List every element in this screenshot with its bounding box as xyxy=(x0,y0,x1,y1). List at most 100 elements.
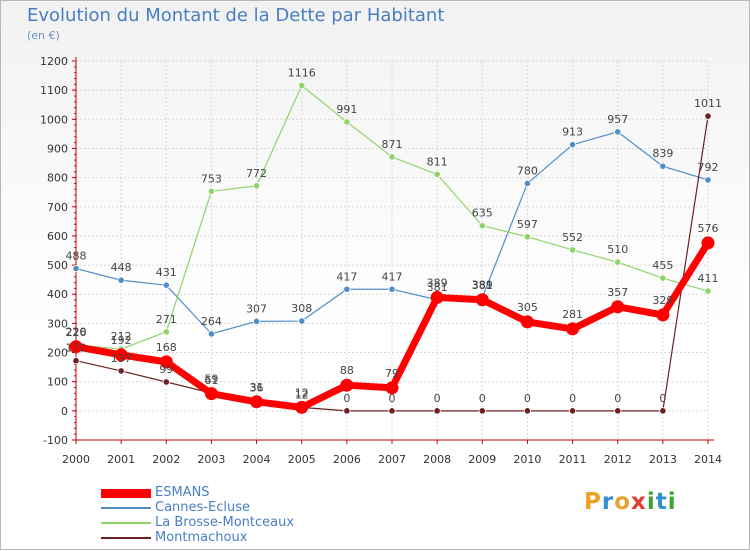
data-point xyxy=(611,300,625,314)
data-label: 172 xyxy=(66,342,87,355)
data-point xyxy=(388,153,396,161)
x-tick-label: 2011 xyxy=(559,453,587,466)
data-label: 0 xyxy=(479,392,486,405)
y-tick-label: -100 xyxy=(43,434,68,447)
data-point xyxy=(388,407,396,415)
data-label: 811 xyxy=(427,155,448,168)
legend-item: ESMANS xyxy=(101,485,361,500)
data-point xyxy=(523,233,532,241)
data-label: 357 xyxy=(607,286,628,299)
data-label: 792 xyxy=(698,161,719,174)
y-tick-label: 700 xyxy=(47,201,68,214)
data-point xyxy=(204,387,218,401)
x-tick-label: 2005 xyxy=(288,453,316,466)
data-point xyxy=(523,407,532,415)
data-label: 431 xyxy=(156,266,177,279)
data-point xyxy=(69,340,83,354)
data-label: 417 xyxy=(336,270,357,283)
data-point xyxy=(704,287,712,295)
x-tick-label: 2009 xyxy=(468,453,496,466)
x-tick-label: 2014 xyxy=(694,453,722,466)
data-point xyxy=(433,170,441,179)
legend: ESMANS Cannes-Ecluse La Brosse-Montceaux Mo… xyxy=(101,485,361,545)
x-tick-label: 2008 xyxy=(423,453,451,466)
data-label: 0 xyxy=(659,392,666,405)
y-tick-label: 900 xyxy=(47,142,68,155)
data-label: 913 xyxy=(562,126,583,139)
data-label: 308 xyxy=(291,302,312,315)
data-label: 329 xyxy=(652,294,673,307)
logo-letter: x xyxy=(631,489,647,515)
data-label: 79 xyxy=(385,367,399,380)
x-tick-label: 2001 xyxy=(107,453,135,466)
data-label: 0 xyxy=(524,392,531,405)
data-point xyxy=(207,187,216,195)
legend-item: Cannes-Ecluse xyxy=(101,500,361,515)
data-label: 411 xyxy=(698,272,719,285)
data-point xyxy=(298,81,306,90)
data-label: 957 xyxy=(607,113,628,126)
data-label: 264 xyxy=(201,315,222,328)
data-label: 991 xyxy=(336,103,357,116)
data-label: 389 xyxy=(427,276,448,289)
x-tick-label: 2012 xyxy=(604,453,632,466)
data-label: 389 xyxy=(472,278,493,291)
data-point xyxy=(162,378,170,386)
data-point xyxy=(520,315,534,329)
data-point xyxy=(388,285,396,293)
data-point xyxy=(659,407,667,415)
logo-letter: P xyxy=(584,489,602,515)
data-point xyxy=(478,222,486,230)
data-label: 192 xyxy=(111,334,132,347)
x-tick-label: 2013 xyxy=(649,453,677,466)
data-label: 871 xyxy=(382,138,403,151)
legend-item: La Brosse-Montceaux xyxy=(101,515,361,530)
y-tick-label: 1200 xyxy=(40,55,68,68)
data-label: 168 xyxy=(156,341,177,354)
legend-item: Montmachoux xyxy=(101,530,361,545)
chart-unit: (en €) xyxy=(27,29,60,42)
data-label: 0 xyxy=(569,392,576,405)
data-point xyxy=(475,293,489,307)
data-point xyxy=(568,246,577,254)
data-label: 448 xyxy=(111,261,132,274)
data-label: 281 xyxy=(562,308,583,321)
data-point xyxy=(614,258,622,266)
data-point xyxy=(704,176,712,184)
data-point xyxy=(343,118,351,126)
data-label: 417 xyxy=(382,270,403,283)
legend-label: Montmachoux xyxy=(155,530,248,545)
x-tick-label: 2010 xyxy=(513,453,541,466)
data-label: 12 xyxy=(295,388,309,401)
data-point xyxy=(298,317,306,325)
data-label: 488 xyxy=(66,250,87,263)
data-point xyxy=(159,355,173,369)
y-tick-label: 500 xyxy=(47,259,68,272)
data-point xyxy=(114,348,128,362)
x-tick-label: 2000 xyxy=(62,453,90,466)
data-label: 307 xyxy=(246,302,267,315)
data-label: 753 xyxy=(201,172,222,185)
data-label: 99 xyxy=(159,363,173,376)
y-tick-label: 400 xyxy=(47,288,68,301)
proxiti-logo: Proxiti xyxy=(584,489,677,515)
y-tick-label: 200 xyxy=(47,347,68,360)
data-point xyxy=(340,378,354,392)
legend-swatch xyxy=(101,507,151,509)
y-tick-label: 1100 xyxy=(40,84,68,97)
logo-letter: t xyxy=(655,489,668,515)
data-point xyxy=(72,357,80,365)
data-point xyxy=(659,162,667,170)
data-label: 0 xyxy=(343,392,350,405)
data-label: 36 xyxy=(250,381,264,394)
data-label: 597 xyxy=(517,218,538,231)
data-point xyxy=(568,141,577,149)
data-point xyxy=(72,264,80,273)
data-label: 88 xyxy=(340,364,354,377)
axes: -100010020030040050060070080090010001100… xyxy=(40,55,722,466)
data-point xyxy=(566,322,580,336)
x-tick-label: 2007 xyxy=(378,453,406,466)
legend-swatch xyxy=(101,522,151,524)
data-point xyxy=(207,330,216,338)
data-point xyxy=(430,290,444,304)
